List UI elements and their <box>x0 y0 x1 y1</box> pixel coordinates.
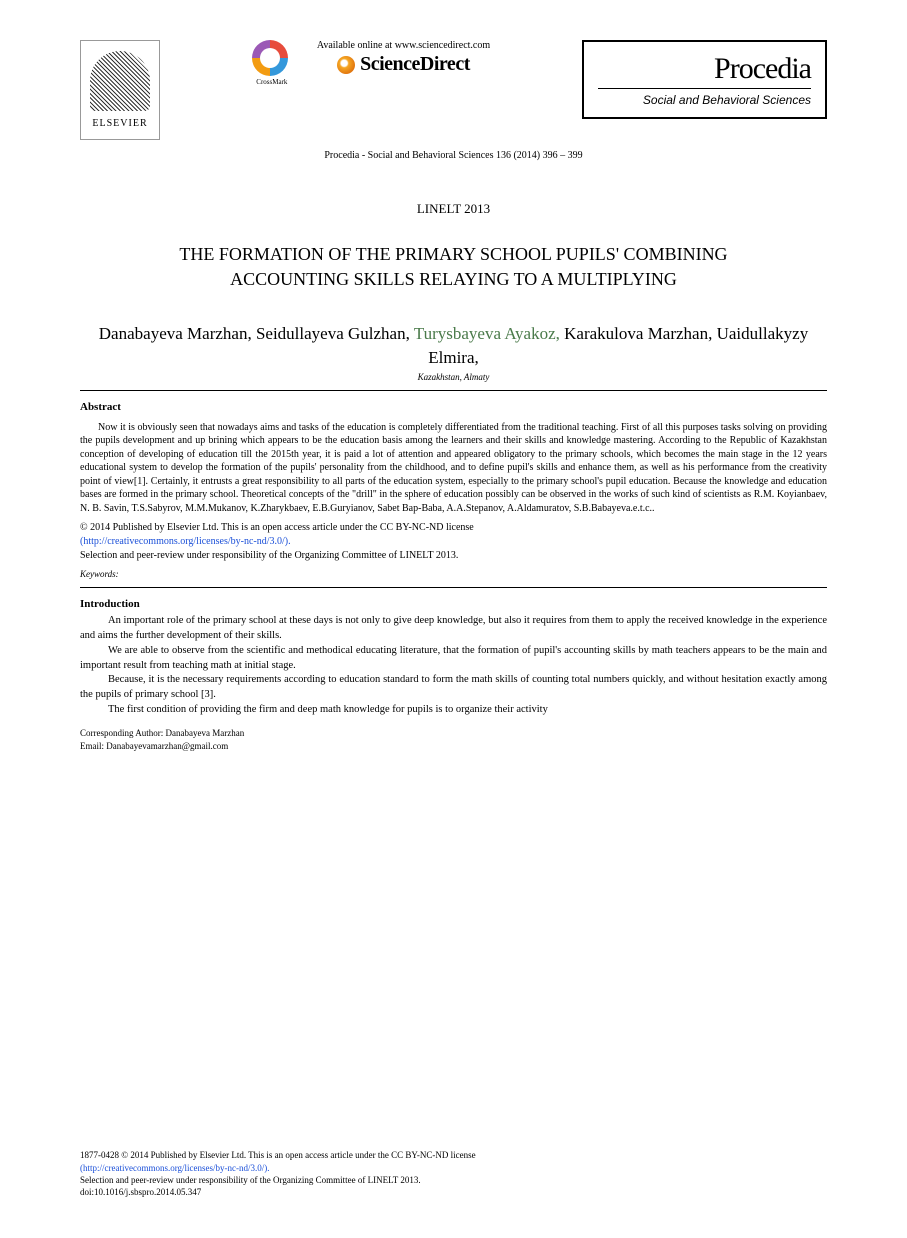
crossmark-label: CrossMark <box>252 78 292 86</box>
introduction-label: Introduction <box>80 598 827 610</box>
elsevier-label: ELSEVIER <box>92 118 147 129</box>
footer-doi: doi:10.1016/j.sbspro.2014.05.347 <box>80 1187 201 1197</box>
copyright-block: © 2014 Published by Elsevier Ltd. This i… <box>80 521 827 548</box>
title-line-1: THE FORMATION OF THE PRIMARY SCHOOL PUPI… <box>179 244 727 264</box>
license-link[interactable]: (http://creativecommons.org/licenses/by-… <box>80 536 291 547</box>
author-4: Karakulova Marzhan, <box>564 324 712 343</box>
available-online-text: Available online at www.sciencedirect.co… <box>317 40 490 51</box>
copyright-line: © 2014 Published by Elsevier Ltd. This i… <box>80 522 474 533</box>
crossmark-badge[interactable]: CrossMark <box>252 40 292 90</box>
author-1: Danabayeva Marzhan, <box>99 324 252 343</box>
sciencedirect-logo: ScienceDirect <box>337 53 470 76</box>
citation-line: Procedia - Social and Behavioral Science… <box>80 150 827 161</box>
sciencedirect-icon <box>337 56 355 74</box>
author-list: Danabayeva Marzhan, Seidullayeva Gulzhan… <box>80 322 827 370</box>
article-title: THE FORMATION OF THE PRIMARY SCHOOL PUPI… <box>80 242 827 292</box>
intro-para-3: Because, it is the necessary requirement… <box>80 673 827 702</box>
elsevier-tree-icon <box>90 51 150 111</box>
title-line-2: ACCOUNTING SKILLS RELAYING TO A MULTIPLY… <box>230 269 677 289</box>
corresponding-email: Email: Danabayevamarzhan@gmail.com <box>80 740 827 753</box>
rule-bottom <box>80 587 827 588</box>
intro-para-1: An important role of the primary school … <box>80 614 827 643</box>
footer-license-link[interactable]: (http://creativecommons.org/licenses/by-… <box>80 1163 270 1173</box>
intro-para-2: We are able to observe from the scientif… <box>80 644 827 673</box>
sciencedirect-text: ScienceDirect <box>360 53 470 76</box>
rule-top <box>80 390 827 391</box>
center-header: CrossMark Available online at www.scienc… <box>160 40 582 90</box>
header-row: ELSEVIER CrossMark Available online at w… <box>80 40 827 140</box>
abstract-label: Abstract <box>80 401 827 413</box>
procedia-title: Procedia <box>598 52 811 89</box>
intro-para-4: The first condition of providing the fir… <box>80 703 827 718</box>
conference-name: LINELT 2013 <box>80 201 827 217</box>
selection-line: Selection and peer-review under responsi… <box>80 550 827 561</box>
footer-selection: Selection and peer-review under responsi… <box>80 1175 421 1185</box>
footer-copyright: 1877-0428 © 2014 Published by Elsevier L… <box>80 1150 476 1160</box>
abstract-text: Now it is obviously seen that nowadays a… <box>80 421 827 516</box>
corresponding-author: Corresponding Author: Danabayeva Marzhan… <box>80 727 827 752</box>
author-2: Seidullayeva Gulzhan, <box>256 324 410 343</box>
affiliation: Kazakhstan, Almaty <box>80 372 827 382</box>
corresponding-name: Corresponding Author: Danabayeva Marzhan <box>80 727 827 740</box>
page-footer: 1877-0428 © 2014 Published by Elsevier L… <box>80 1149 827 1198</box>
introduction-body: An important role of the primary school … <box>80 614 827 717</box>
procedia-subtitle: Social and Behavioral Sciences <box>598 93 811 107</box>
keywords-label: Keywords: <box>80 569 827 579</box>
procedia-box: Procedia Social and Behavioral Sciences <box>582 40 827 119</box>
elsevier-logo: ELSEVIER <box>80 40 160 140</box>
crossmark-icon <box>252 40 288 76</box>
author-3: Turysbayeva Ayakoz, <box>414 324 560 343</box>
